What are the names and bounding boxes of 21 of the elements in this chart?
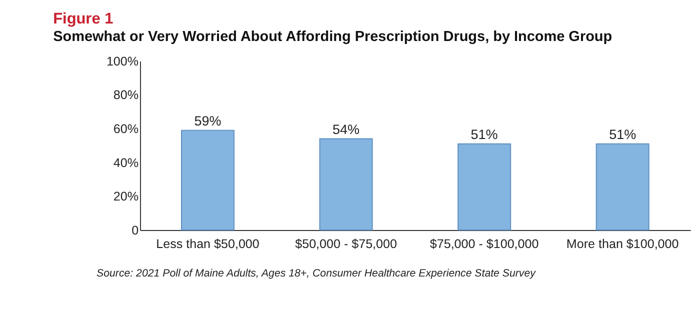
data-label: 54% <box>332 122 360 137</box>
chart-title: Figure 1 <box>53 10 114 28</box>
bar <box>181 130 235 230</box>
y-tick-label: 20% <box>113 190 139 204</box>
y-tick-label: 80% <box>113 88 139 102</box>
y-tick-label: 0 <box>132 223 139 238</box>
source-note: Source: 2021 Poll of Maine Adults, Ages 18+, Consumer Healthcare Experience State Survey <box>96 267 536 280</box>
data-label: 59% <box>194 114 222 128</box>
chart-subtitle: Somewhat or Very Worried About Affording Prescription Drugs, by Income Group <box>53 28 612 45</box>
y-tick-label: 40% <box>113 156 139 170</box>
y-tick-label: 100% <box>106 54 139 68</box>
bar <box>596 143 650 230</box>
data-label: 51% <box>609 127 636 142</box>
bar <box>458 143 512 230</box>
x-tick-label: More than $100,000 <box>566 236 679 251</box>
data-label: 51% <box>470 127 498 142</box>
x-tick-label: $75,000 - $100,000 <box>430 236 539 251</box>
y-tick-label: 60% <box>113 122 139 136</box>
x-tick-label: $50,000 - $75,000 <box>295 236 397 251</box>
x-tick-label: Less than $50,000 <box>156 236 260 251</box>
bar <box>319 138 373 230</box>
